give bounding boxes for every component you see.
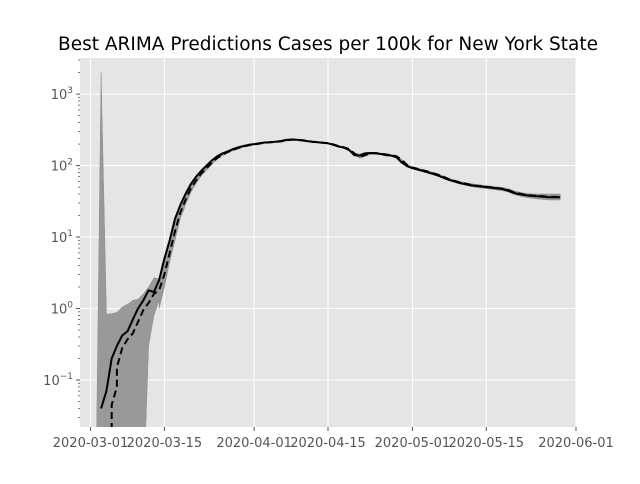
chart-title: Best ARIMA Predictions Cases per 100k fo…: [58, 34, 598, 55]
y-tick-label: 101: [51, 229, 73, 246]
grid-lines: [80, 58, 577, 427]
predicted-series-line: [110, 138, 561, 427]
y-tick-label: 103: [51, 86, 73, 103]
series-layer: [100, 138, 561, 427]
x-tick-label: 2020-03-01: [53, 436, 129, 451]
x-tick-label: 2020-05-01: [375, 436, 451, 451]
y-axis: 10−1 100 101 102 103: [43, 59, 80, 418]
y-tick-label: 10−1: [43, 372, 73, 389]
x-tick-label: 2020-05-15: [449, 436, 525, 451]
actual-series-line: [100, 138, 561, 409]
y-tick-label: 100: [51, 301, 74, 318]
x-tick-label: 2020-06-01: [538, 436, 614, 451]
x-tick-label: 2020-04-01: [216, 436, 292, 451]
x-tick-label: 2020-04-15: [290, 436, 366, 451]
y-tick-label: 102: [51, 158, 73, 175]
x-tick-label: 2020-03-15: [127, 436, 203, 451]
